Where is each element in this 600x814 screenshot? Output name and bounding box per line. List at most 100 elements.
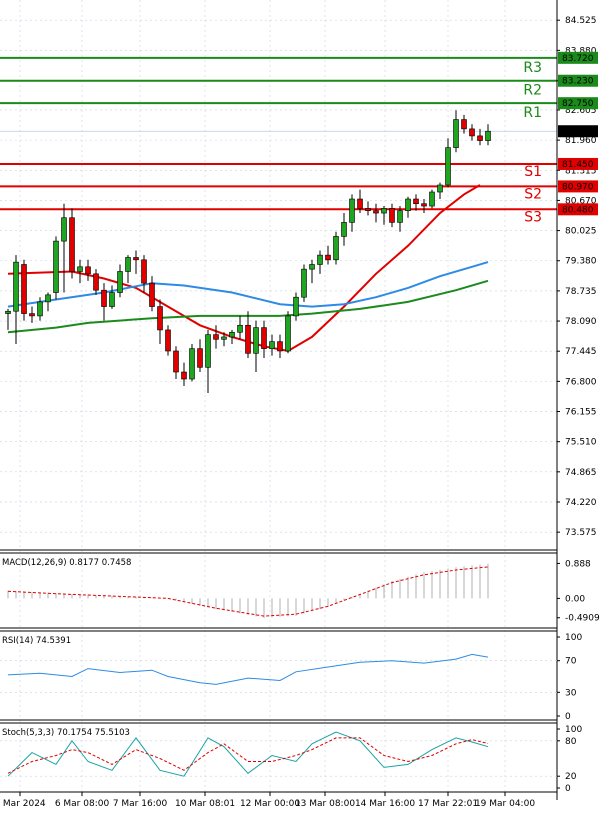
candle-body (414, 199, 419, 204)
time-label: 10 Mar 08:01 (175, 799, 235, 809)
price-tick-label: 76.800 (565, 377, 597, 387)
candle (70, 208, 75, 278)
candle-body (158, 307, 163, 330)
price-tick-label: 78.735 (565, 287, 597, 297)
candle-body (142, 260, 147, 283)
candle-body (254, 328, 259, 354)
candle-body (78, 267, 83, 272)
indicator-label: Stoch(5,3,3) 70.1754 75.5103 (2, 728, 130, 738)
price-tick-label: 81.960 (565, 136, 597, 146)
candle-body (326, 255, 331, 260)
candle-body (462, 120, 467, 129)
candle-body (486, 131, 491, 140)
candle-body (102, 290, 107, 306)
candle-body (302, 269, 307, 297)
time-label: 12 Mar 00:00 (240, 799, 300, 809)
price-tick-label: 79.380 (565, 257, 597, 267)
indicator-tick-label: 0.888 (565, 559, 591, 569)
level-label-s3: S3 (524, 209, 542, 225)
time-label: 7 Mar 16:00 (113, 799, 168, 809)
candle-body (358, 199, 363, 208)
candle-body (318, 255, 323, 264)
price-tick-label: 75.510 (565, 438, 597, 448)
candle-body (166, 330, 171, 351)
candle-body (230, 332, 235, 337)
candle-body (14, 262, 19, 311)
level-label-s2: S2 (524, 186, 542, 202)
candle-body (438, 185, 443, 192)
price-tag-label-s1: 81.450 (562, 160, 594, 170)
candle-body (366, 208, 371, 210)
candle-body (406, 199, 411, 211)
time-label: 13 Mar 08:00 (295, 799, 355, 809)
candle-body (174, 351, 179, 372)
price-tick-label: 84.525 (565, 16, 597, 26)
level-label-s1: S1 (524, 164, 542, 180)
candle-body (342, 222, 347, 236)
candle (166, 325, 171, 355)
level-label-r2: R2 (523, 83, 542, 99)
candle (54, 236, 59, 299)
indicator-label: RSI(14) 74.5391 (2, 636, 71, 646)
price-tick-label: 76.155 (565, 408, 597, 418)
candle-body (62, 218, 67, 241)
candle-body (310, 264, 315, 269)
price-tick-label: 78.090 (565, 317, 597, 327)
candle-body (286, 316, 291, 351)
candle-body (6, 311, 11, 313)
candle-body (238, 325, 243, 332)
candle-body (30, 314, 35, 316)
candle-body (390, 208, 395, 222)
indicator-tick-label: 0.00 (565, 594, 585, 604)
candle-body (294, 297, 299, 316)
candle-body (198, 349, 203, 368)
price-tag-label-r3: 83.720 (562, 54, 594, 64)
candle-body (54, 241, 59, 292)
candle-body (38, 302, 43, 316)
candle-body (446, 148, 451, 185)
indicator-tick-label: 20 (565, 772, 577, 782)
candle-body (86, 267, 91, 274)
indicator-tick-label: 80 (565, 737, 577, 747)
indicator-tick-label: 0 (565, 784, 571, 794)
candle-body (350, 199, 355, 222)
candle-body (454, 120, 459, 148)
price-tags: 83.72083.23082.75081.45080.97080.48082.1… (558, 52, 598, 215)
level-label-r3: R3 (523, 60, 542, 76)
candle-body (46, 295, 51, 302)
candle-body (190, 349, 195, 379)
level-label-r1: R1 (523, 105, 542, 121)
candle-body (470, 129, 475, 136)
time-label: 19 Mar 04:00 (475, 799, 535, 809)
candle-body (278, 342, 283, 351)
candle-body (206, 335, 211, 368)
candle (302, 264, 307, 301)
time-label: 5 Mar 2024 (0, 799, 46, 809)
candle-body (382, 208, 387, 213)
candle-body (422, 204, 427, 206)
price-tag-label-s3: 80.480 (562, 205, 594, 215)
candle (430, 190, 435, 209)
time-label: 17 Mar 22:01 (418, 799, 478, 809)
price-tag-label-r2: 83.230 (562, 77, 594, 87)
candle-body (118, 271, 123, 292)
price-tick-label: 74.220 (565, 498, 597, 508)
candle-body (214, 335, 219, 340)
candle-body (270, 342, 275, 349)
candle-body (398, 211, 403, 223)
candle-body (110, 293, 115, 307)
indicator-tick-label: 100 (565, 633, 582, 643)
candle-body (374, 211, 379, 213)
indicator-tick-label: 0 (565, 712, 571, 722)
candle-body (94, 274, 99, 290)
time-label: 6 Mar 08:00 (55, 799, 110, 809)
time-label: 14 Mar 16:00 (355, 799, 415, 809)
candle-body (334, 236, 339, 259)
candle-body (222, 337, 227, 339)
candle (22, 260, 27, 321)
price-tick-label: 73.575 (565, 528, 597, 538)
candle-body (22, 264, 27, 313)
candle-body (150, 283, 155, 306)
price-tag-label-r1: 82.750 (562, 99, 594, 109)
